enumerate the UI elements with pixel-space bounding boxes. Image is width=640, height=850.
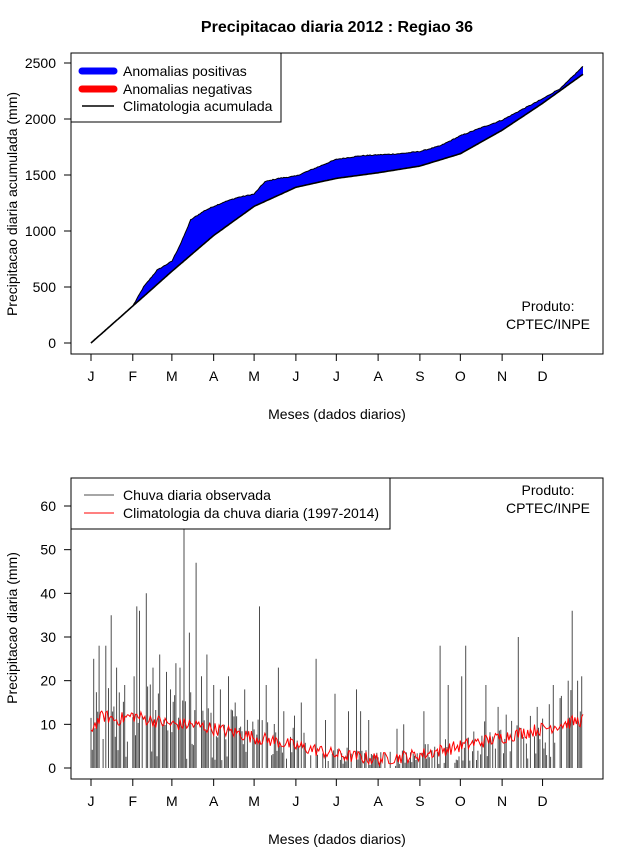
bottom-y-axis-label: Precipitacao diaria (mm)	[4, 552, 20, 704]
x-tick-label: M	[248, 368, 260, 384]
top-x-axis-label: Meses (dados diarios)	[268, 406, 406, 422]
x-tick-label: S	[415, 368, 424, 384]
daily-rain-bars-layer	[90, 514, 583, 768]
x-tick-label: A	[209, 368, 219, 384]
y-tick-label: 2500	[25, 55, 56, 71]
x-tick-label: M	[248, 793, 260, 809]
bottom-product-label: Produto:	[522, 482, 575, 498]
legend-label-positive: Anomalias positivas	[123, 63, 247, 79]
y-tick-label: 1000	[25, 223, 56, 239]
y-tick-label: 2000	[25, 111, 56, 127]
x-tick-label: J	[333, 368, 340, 384]
daily-climatology-line	[90, 710, 584, 768]
x-tick-label: O	[455, 368, 466, 384]
legend-label-daily-climatology: Climatologia da chuva diaria (1997-2014)	[123, 505, 379, 521]
bottom-legend: Chuva diaria observada Climatologia da c…	[70, 477, 391, 530]
top-product-source: CPTEC/INPE	[506, 316, 590, 332]
observed-cumulative-line	[90, 65, 584, 344]
y-tick-label: 10	[40, 716, 56, 732]
climatology-cumulative-line	[90, 73, 584, 344]
bottom-product-source: CPTEC/INPE	[506, 500, 590, 516]
legend-label-negative: Anomalias negativas	[123, 81, 252, 97]
top-legend: Anomalias positivas Anomalias negativas …	[70, 52, 282, 123]
x-tick-label: F	[129, 368, 138, 384]
x-tick-label: N	[497, 368, 507, 384]
daily-precipitation-chart: 0 10 20 30 40 50 60 J F M A M J J A S O N D Meses (dados …	[4, 477, 604, 847]
x-tick-label: A	[209, 793, 219, 809]
x-tick-label: D	[537, 368, 547, 384]
top-y-axis: 0 500 1000 1500 2000 2500	[25, 55, 71, 351]
top-product-label: Produto:	[522, 298, 575, 314]
y-tick-label: 500	[33, 279, 57, 295]
x-tick-label: M	[166, 793, 178, 809]
x-tick-label: D	[537, 793, 547, 809]
y-tick-label: 1500	[25, 167, 56, 183]
x-tick-label: M	[166, 368, 178, 384]
cumulative-precipitation-chart: 0 500 1000 1500 2000 2500 J F M A M J J A S O N D Meses …	[4, 52, 604, 422]
x-tick-label: F	[129, 793, 138, 809]
x-tick-label: J	[292, 793, 299, 809]
x-tick-label: O	[455, 793, 466, 809]
bottom-legend-box	[70, 477, 391, 530]
legend-label-observed: Chuva diaria observada	[123, 487, 271, 503]
y-tick-label: 30	[40, 629, 56, 645]
chart-title: Precipitacao diaria 2012 : Regiao 36	[201, 19, 473, 36]
x-tick-label: J	[88, 793, 95, 809]
cumulative-lines-layer	[90, 65, 584, 344]
y-tick-label: 60	[40, 498, 56, 514]
x-tick-label: N	[497, 793, 507, 809]
x-tick-label: J	[333, 793, 340, 809]
y-tick-label: 0	[48, 760, 56, 776]
y-tick-label: 0	[48, 335, 56, 351]
bottom-x-axis-label: Meses (dados diarios)	[268, 831, 406, 847]
y-tick-label: 40	[40, 585, 56, 601]
x-tick-label: A	[373, 368, 383, 384]
y-tick-label: 50	[40, 542, 56, 558]
legend-label-climatology: Climatologia acumulada	[123, 98, 273, 114]
x-tick-label: A	[373, 793, 383, 809]
daily-climatology-layer	[90, 710, 584, 768]
top-plot-frame	[70, 52, 604, 355]
x-tick-label: J	[292, 368, 299, 384]
x-tick-label: S	[415, 793, 424, 809]
top-y-axis-label: Precipitacao diaria acumulada (mm)	[4, 92, 20, 316]
x-tick-label: J	[88, 368, 95, 384]
bottom-y-axis: 0 10 20 30 40 50 60	[40, 498, 71, 776]
y-tick-label: 20	[40, 673, 56, 689]
